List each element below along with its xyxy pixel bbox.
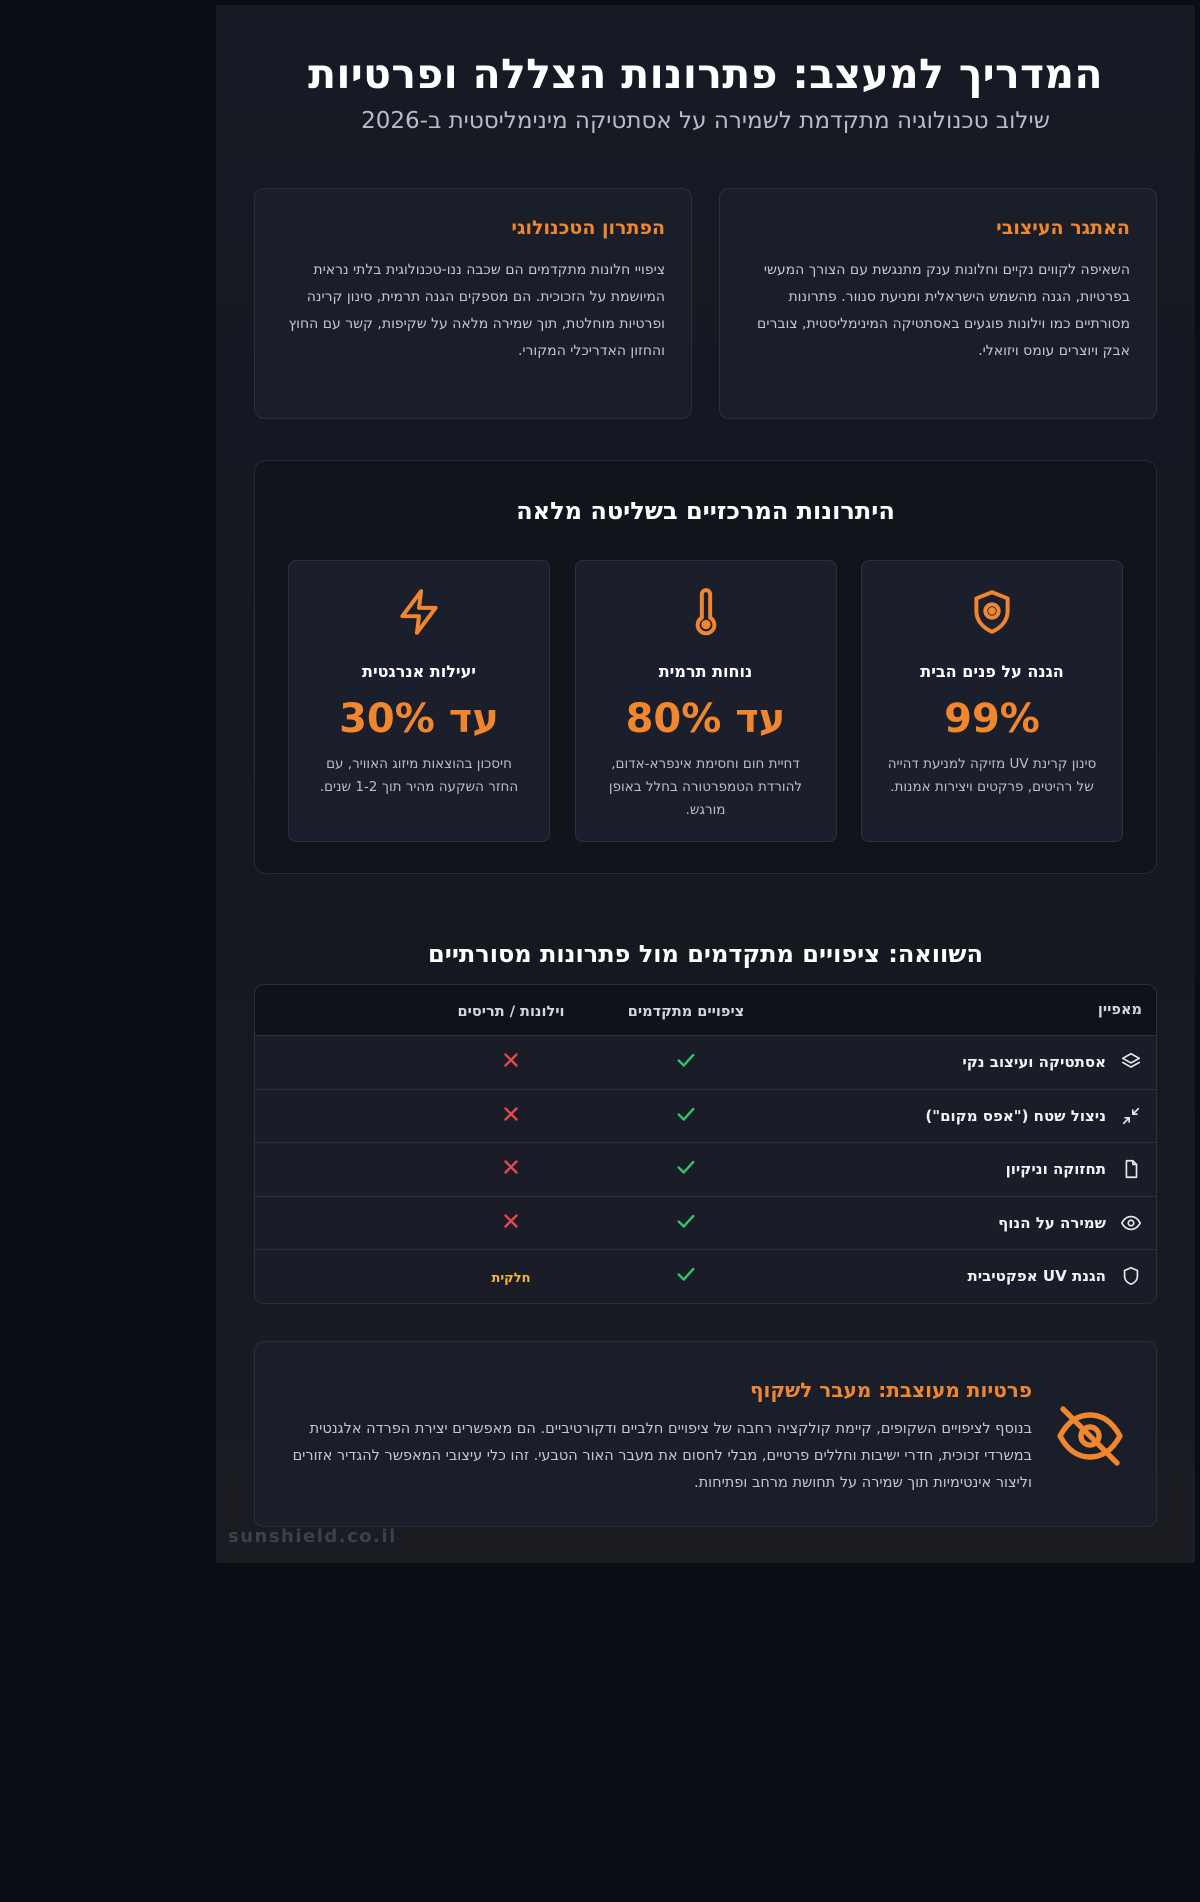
stat-title: יעילות אנרגטית xyxy=(362,662,476,681)
solution-title: הפתרון הטכנולוגי xyxy=(511,217,665,239)
check-icon xyxy=(675,1156,697,1178)
stat-description: דחיית חום וחסימת אינפרא-אדום, להורדת הטמ… xyxy=(608,756,803,818)
infographic: המדריך למעצב: פתרונות הצללה ופרטיות שילו… xyxy=(216,5,1195,1563)
shield-icon xyxy=(862,587,1122,639)
stat-value: עד 30% xyxy=(339,696,499,742)
challenge-title: האתגר העיצובי xyxy=(996,217,1130,239)
challenge-text: השאיפה לקווים נקיים וחלונות ענק מתנגשת ע… xyxy=(757,262,1130,359)
stat-card-protection: הגנה על פנים הבית 99% סינון קרינת UV מזי… xyxy=(861,560,1123,842)
check-icon xyxy=(675,1210,697,1232)
file-icon xyxy=(1120,1158,1142,1180)
lightning-icon xyxy=(289,587,549,639)
privacy-title: פרטיות מעוצבת: מעבר לשקוף xyxy=(749,1378,1032,1402)
cross-icon xyxy=(500,1156,522,1178)
eye-icon xyxy=(1120,1212,1142,1234)
header-feature: מאפיין xyxy=(1097,1002,1142,1018)
solution-text: ציפויי חלונות מתקדמים הם שכבה ננו-טכנולו… xyxy=(288,262,665,359)
stat-value: עד 80% xyxy=(625,696,786,742)
check-icon xyxy=(675,1263,697,1285)
cross-icon xyxy=(500,1210,522,1232)
cross-icon xyxy=(500,1103,522,1125)
layers-icon xyxy=(1120,1051,1142,1073)
stat-card-energy: יעילות אנרגטית עד 30% חיסכון בהוצאות מיז… xyxy=(288,560,550,842)
table-row: שמירה על הנוף xyxy=(255,1195,1156,1250)
feature-label: הגנת UV אפקטיבית xyxy=(967,1267,1106,1286)
header-traditional: וילונות / תריסים xyxy=(457,1003,565,1020)
cross-icon xyxy=(500,1049,522,1071)
privacy-text: בנוסף לציפויים השקופים, קיימת קולקציה רח… xyxy=(292,1421,1032,1491)
footer-brand: sunshield.co.il xyxy=(228,1526,397,1547)
table-row: הגנת UV אפקטיבית חלקית xyxy=(255,1249,1156,1303)
check-icon xyxy=(675,1103,697,1125)
table-header-row: מאפיין ציפויים מתקדמים וילונות / תריסים xyxy=(255,985,1156,1035)
comparison-table: מאפיין ציפויים מתקדמים וילונות / תריסים … xyxy=(254,984,1157,1304)
page-title: המדריך למעצב: פתרונות הצללה ופרטיות xyxy=(308,50,1103,98)
stats-row: הגנה על פנים הבית 99% סינון קרינת UV מזי… xyxy=(288,560,1123,842)
feature-label: אסתטיקה ועיצוב נקי xyxy=(962,1053,1106,1072)
check-icon xyxy=(675,1049,697,1071)
intro-cards: האתגר העיצובי השאיפה לקווים נקיים וחלונו… xyxy=(254,188,1157,419)
page-subtitle: שילוב טכנולוגיה מתקדמת לשמירה על אסתטיקה… xyxy=(361,108,1050,134)
stat-title: הגנה על פנים הבית xyxy=(920,662,1064,681)
stat-description: סינון קרינת UV מזיקה למניעת דהייה של רהי… xyxy=(887,756,1097,795)
stat-value: 99% xyxy=(944,696,1040,742)
feature-label: שמירה על הנוף xyxy=(998,1213,1106,1232)
eye-off-icon xyxy=(1054,1400,1126,1472)
minimize-icon xyxy=(1120,1105,1142,1127)
shield-outline-icon xyxy=(1120,1265,1142,1287)
thermometer-icon xyxy=(576,587,836,639)
table-row: אסתטיקה ועיצוב נקי xyxy=(255,1035,1156,1089)
stat-title: נוחות תרמית xyxy=(658,662,753,681)
table-row: ניצול שטח ("אפס מקום") xyxy=(255,1088,1156,1143)
stat-description: חיסכון בהוצאות מיזוג האוויר, עם החזר השק… xyxy=(319,756,519,795)
table-row: תחזוקה וניקיון xyxy=(255,1142,1156,1196)
comparison-title: השוואה: ציפויים מתקדמים מול פתרונות מסור… xyxy=(428,939,983,968)
feature-label: תחזוקה וניקיון xyxy=(1005,1160,1106,1179)
privacy-panel: פרטיות מעוצבת: מעבר לשקוף בנוסף לציפויים… xyxy=(254,1341,1157,1527)
advantages-title: היתרונות המרכזיים בשליטה מלאה xyxy=(516,497,895,525)
partial-badge: חלקית xyxy=(491,1270,531,1286)
challenge-card: האתגר העיצובי השאיפה לקווים נקיים וחלונו… xyxy=(719,188,1157,419)
stat-card-thermal: נוחות תרמית עד 80% דחיית חום וחסימת אינפ… xyxy=(574,560,837,842)
header-advanced: ציפויים מתקדמים xyxy=(627,1003,745,1020)
advantages-panel: היתרונות המרכזיים בשליטה מלאה הגנה על פנ… xyxy=(254,460,1157,874)
hero-header: המדריך למעצב: פתרונות הצללה ופרטיות שילו… xyxy=(216,5,1195,137)
feature-label: ניצול שטח ("אפס מקום") xyxy=(925,1106,1106,1125)
solution-card: הפתרון הטכנולוגי ציפויי חלונות מתקדמים ה… xyxy=(254,188,692,419)
